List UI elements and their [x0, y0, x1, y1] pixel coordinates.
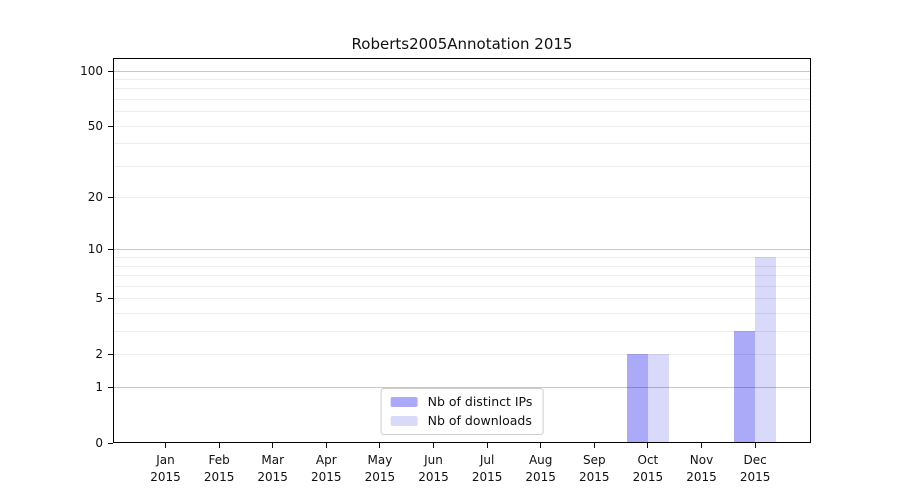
legend-item-distinct-ips: Nb of distinct IPs — [390, 394, 533, 409]
x-tick-mark-jan-2015 — [165, 443, 166, 448]
x-tick-label-line: May — [367, 453, 393, 467]
x-tick-label-line: Feb — [208, 453, 230, 467]
x-tick-label-line: Sep — [582, 453, 606, 467]
bar-nb-of-distinct-ips-oct-2015 — [626, 354, 648, 443]
x-tick-label-oct-2015: Oct 2015 — [616, 452, 680, 486]
y-tick-mark-100 — [108, 70, 113, 72]
gridline-minor-80 — [113, 88, 811, 90]
y-tick-label-20: 20 — [87, 190, 103, 205]
gridline-major-10 — [113, 249, 811, 251]
x-tick-label-line: Mar — [261, 453, 284, 467]
gridline-minor-7 — [113, 275, 811, 277]
x-tick-mark-nov-2015 — [701, 443, 702, 448]
y-tick-label-100: 100 — [80, 63, 103, 78]
x-tick-label-mar-2015: Mar 2015 — [241, 452, 305, 486]
y-tick-mark-0 — [108, 443, 113, 444]
x-tick-label-line: Apr — [315, 453, 337, 467]
legend-swatch-downloads — [390, 416, 418, 426]
legend-swatch-distinct-ips — [390, 397, 418, 407]
y-tick-mark-1 — [108, 387, 113, 389]
x-tick-label-line: 2015 — [686, 470, 717, 484]
x-tick-label-line: 2015 — [150, 470, 181, 484]
x-tick-label-line: 2015 — [579, 470, 610, 484]
y-tick-label-2: 2 — [95, 347, 103, 362]
y-tick-label-1: 1 — [95, 380, 103, 395]
x-tick-label-jul-2015: Jul 2015 — [455, 452, 519, 486]
chart-title: Roberts2005Annotation 2015 — [351, 35, 573, 53]
x-tick-mark-oct-2015 — [647, 443, 649, 448]
x-tick-label-line: 2015 — [364, 470, 396, 484]
x-tick-label-jun-2015: Jun 2015 — [402, 452, 466, 486]
x-tick-label-line: 2015 — [257, 470, 288, 484]
gridline-minor-30 — [113, 165, 811, 167]
x-tick-mark-aug-2015 — [540, 443, 542, 448]
x-tick-label-jan-2015: Jan 2015 — [134, 452, 198, 486]
gridline-minor-20 — [113, 197, 811, 199]
legend-item-downloads: Nb of downloads — [390, 413, 533, 428]
x-tick-label-may-2015: May 2015 — [348, 452, 412, 486]
legend: Nb of distinct IPs Nb of downloads — [380, 388, 544, 435]
x-tick-label-line: Aug — [528, 453, 553, 467]
legend-label-downloads: Nb of downloads — [427, 413, 532, 428]
gridline-minor-4 — [113, 313, 811, 315]
x-tick-label-aug-2015: Aug 2015 — [509, 452, 573, 486]
y-tick-mark-2 — [108, 354, 113, 356]
gridline-minor-70 — [113, 98, 811, 100]
x-tick-mark-sep-2015 — [593, 443, 595, 448]
gridline-minor-6 — [113, 285, 811, 287]
x-tick-label-line: 2015 — [739, 470, 771, 484]
legend-label-distinct-ips: Nb of distinct IPs — [427, 394, 533, 409]
y-tick-mark-10 — [108, 249, 113, 251]
x-tick-mark-may-2015 — [379, 443, 381, 448]
x-tick-label-line: 2015 — [418, 470, 449, 484]
gridline-minor-60 — [113, 111, 811, 113]
y-tick-label-10: 10 — [87, 242, 103, 257]
x-tick-mark-mar-2015 — [272, 443, 274, 448]
gridline-minor-40 — [113, 143, 811, 145]
x-tick-mark-apr-2015 — [325, 443, 327, 448]
y-tick-mark-50 — [108, 125, 113, 127]
x-tick-label-line: 2015 — [311, 470, 342, 484]
gridline-minor-9 — [113, 257, 811, 259]
x-tick-label-line: 2015 — [471, 470, 503, 484]
bar-nb-of-downloads-oct-2015 — [647, 354, 669, 443]
bar-nb-of-distinct-ips-dec-2015 — [734, 331, 756, 443]
bar-nb-of-downloads-dec-2015 — [755, 257, 777, 443]
x-tick-label-feb-2015: Feb 2015 — [187, 452, 251, 486]
x-tick-label-line: Jun — [424, 453, 443, 467]
plot-area: Nb of distinct IPs Nb of downloads — [113, 58, 811, 443]
gridline-minor-90 — [113, 78, 811, 80]
x-tick-mark-dec-2015 — [754, 443, 756, 448]
x-tick-label-line: 2015 — [632, 470, 664, 484]
x-tick-mark-jul-2015 — [486, 443, 488, 448]
x-tick-label-line: Oct — [637, 453, 659, 467]
x-tick-label-line: 2015 — [525, 470, 556, 484]
gridline-major-100 — [113, 70, 811, 72]
gridline-minor-3 — [113, 331, 811, 333]
y-tick-mark-5 — [108, 298, 113, 300]
y-tick-label-0: 0 — [95, 436, 103, 450]
x-tick-mark-jun-2015 — [433, 443, 434, 448]
gridline-minor-2 — [113, 354, 811, 356]
gridline-minor-8 — [113, 265, 811, 267]
x-tick-label-dec-2015: Dec 2015 — [723, 452, 787, 486]
x-tick-label-line: Dec — [743, 453, 767, 467]
gridline-minor-5 — [113, 298, 811, 300]
y-tick-mark-20 — [108, 197, 113, 199]
x-tick-label-line: Nov — [689, 453, 714, 467]
x-tick-label-nov-2015: Nov 2015 — [670, 452, 734, 486]
y-tick-label-50: 50 — [87, 118, 103, 133]
gridline-minor-50 — [113, 125, 811, 127]
y-tick-label-5: 5 — [95, 291, 103, 306]
x-tick-label-sep-2015: Sep 2015 — [562, 452, 626, 486]
x-tick-mark-feb-2015 — [218, 443, 220, 448]
x-tick-label-line: Jan — [156, 453, 175, 467]
x-tick-label-apr-2015: Apr 2015 — [294, 452, 358, 486]
plot-border — [113, 58, 811, 443]
gridline-major-1 — [113, 387, 811, 389]
x-tick-label-line: 2015 — [203, 470, 235, 484]
x-tick-label-line: Jul — [479, 453, 495, 467]
